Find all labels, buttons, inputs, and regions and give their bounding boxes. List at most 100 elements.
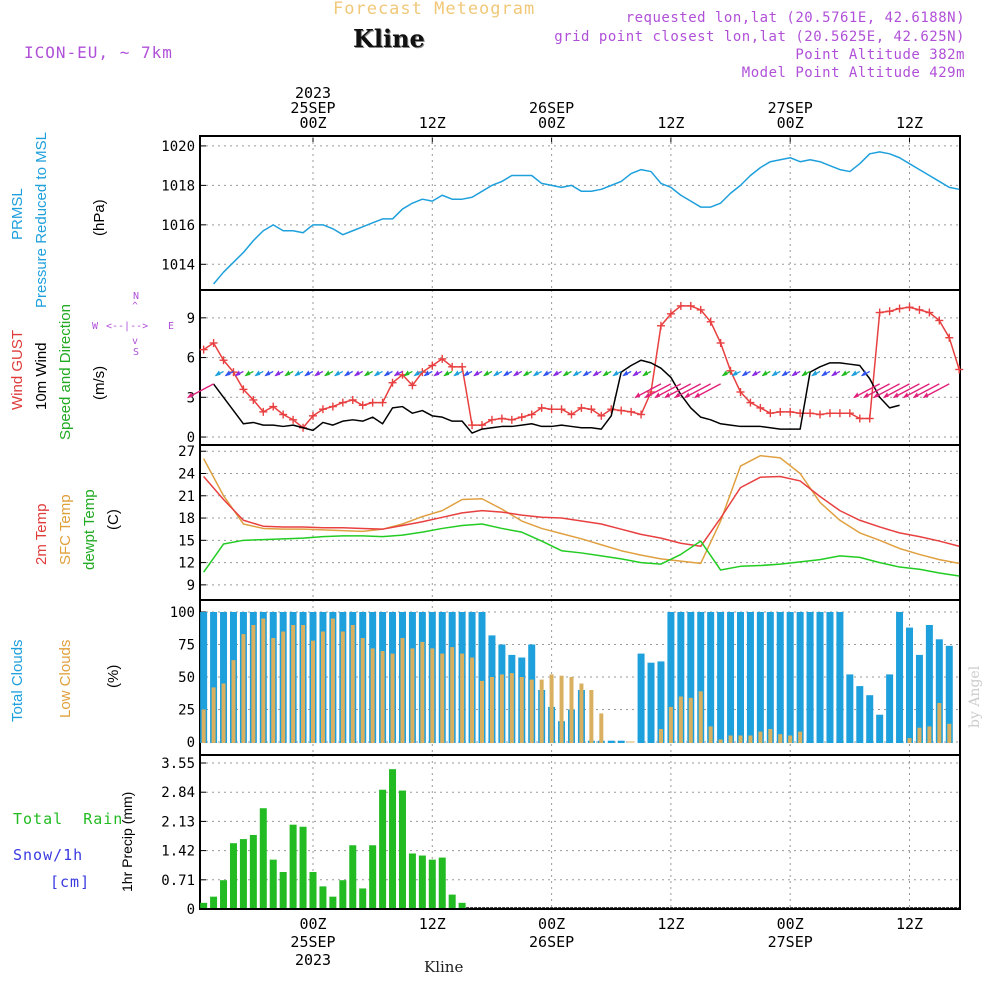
- wind-gust-label: Wind GUST: [9, 329, 26, 410]
- wind-arrow: [913, 383, 940, 399]
- low-cloud-bar: [241, 634, 246, 743]
- total-cloud-bar: [945, 645, 953, 743]
- wind-arrow: [314, 370, 324, 377]
- total-cloud-bar: [478, 612, 486, 743]
- rain-bar: [408, 853, 416, 908]
- total-cloud-bar: [935, 639, 943, 743]
- rain-bar: [349, 845, 357, 908]
- wind-arrow: [853, 383, 881, 399]
- wind-arrow-head: [572, 370, 579, 377]
- panel-frame: [199, 135, 961, 291]
- bottom-time-label: 26SEP: [529, 933, 574, 951]
- wind-arrow-head: [882, 392, 889, 399]
- wind-arrow-head: [304, 370, 310, 377]
- y-tick-label: 18: [178, 511, 195, 527]
- total-cloud-bar: [319, 612, 327, 743]
- wind-arrow: [623, 370, 632, 377]
- gust-point: [925, 308, 934, 317]
- total-cloud-bar: [647, 662, 655, 743]
- rain-bar: [309, 871, 317, 908]
- gust-line: [203, 305, 960, 429]
- t2m-line: [203, 475, 960, 548]
- total-cloud-bar: [816, 612, 824, 743]
- wind-arrow: [722, 370, 731, 377]
- y-tick-label: 1016: [161, 218, 195, 234]
- low-cloud-bar: [778, 734, 783, 743]
- station-name: Kline: [353, 24, 425, 53]
- gust-point: [408, 381, 417, 390]
- wind-arrow-head: [373, 370, 380, 377]
- watermark: by Angel: [967, 665, 983, 728]
- y-tick-label: 3.55: [161, 756, 195, 772]
- wind-arrow: [883, 383, 910, 399]
- rain-bar: [239, 839, 247, 908]
- wind-arrow: [782, 370, 791, 377]
- wind-arrow: [863, 383, 890, 399]
- wind-arrow-head: [443, 370, 450, 377]
- gust-point: [318, 405, 327, 414]
- bottom-time-label: 12Z: [657, 915, 684, 933]
- wind-arrow: [633, 370, 642, 377]
- gust-point: [955, 365, 964, 374]
- total-cloud-bar: [200, 612, 208, 743]
- wind-arrow-head: [673, 392, 680, 399]
- total-cloud-bar: [597, 740, 605, 743]
- gust-point: [716, 339, 725, 347]
- wind-arrow-head: [522, 370, 529, 377]
- bottom-time-label: 00Z: [538, 915, 565, 933]
- rain-bar: [458, 902, 466, 908]
- wind-unit: (m/s): [91, 365, 108, 400]
- rain-legend: Total Rain: [13, 810, 124, 828]
- wind-arrow: [533, 370, 542, 377]
- gust-point: [607, 405, 616, 414]
- wind-arrow-head: [731, 370, 738, 377]
- gust-point: [786, 407, 795, 416]
- total-cloud-bar: [806, 612, 814, 743]
- gust-point: [885, 307, 894, 316]
- low-cloud-bar: [937, 703, 942, 743]
- clouds-panel: 0 25 50 75 100: [170, 599, 961, 756]
- total-cloud-bar: [528, 644, 536, 743]
- wind-arrow-head: [343, 370, 350, 377]
- gust-point: [597, 411, 606, 420]
- y-tick-label: 25: [178, 703, 195, 719]
- low-cloud-bar: [658, 729, 663, 743]
- bottom-time-label: 25SEP: [290, 933, 335, 951]
- y-tick-label: 0: [187, 430, 195, 446]
- model-point-altitude: Model Point Altitude 429m: [741, 65, 965, 81]
- wind-arrow-head: [821, 370, 827, 377]
- compass-arrow-down: v: [132, 336, 139, 347]
- total-cloud-bar: [667, 612, 675, 743]
- y-tick-label: 50: [178, 670, 195, 686]
- rain-bar: [389, 769, 397, 908]
- gust-point: [299, 423, 308, 432]
- gust-point: [289, 415, 298, 424]
- wind-arrow-head: [902, 392, 909, 399]
- gust-point: [706, 317, 715, 326]
- low-cloud-bar: [499, 674, 504, 743]
- gust-point: [478, 421, 487, 430]
- y-tick-label: 75: [178, 638, 195, 654]
- gust-point: [617, 406, 626, 415]
- wind-arrow: [543, 370, 552, 377]
- bottom-time-label: 2023: [295, 951, 331, 969]
- gust-point: [816, 410, 825, 419]
- gust-point: [348, 395, 357, 404]
- wind-arrow: [903, 383, 930, 399]
- low-cloud-bar: [291, 625, 296, 743]
- top-time-label: 26SEP: [529, 99, 574, 117]
- gust-point: [736, 388, 745, 396]
- wind-arrow: [464, 370, 473, 377]
- wind-arrow: [334, 370, 344, 377]
- wind-arrow-head: [831, 370, 837, 377]
- wind-arrow-head: [850, 370, 857, 377]
- wind-arrow: [563, 370, 572, 377]
- bottom-time-label: 12Z: [896, 915, 923, 933]
- wind-arrow-head: [751, 370, 758, 377]
- y-tick-label: 6: [187, 351, 195, 367]
- wind-arrow: [225, 370, 234, 377]
- gust-point: [945, 333, 954, 342]
- low-cloud-bar: [311, 640, 315, 743]
- total-clouds-label: Total Clouds: [9, 639, 26, 722]
- rain-bar: [369, 845, 377, 908]
